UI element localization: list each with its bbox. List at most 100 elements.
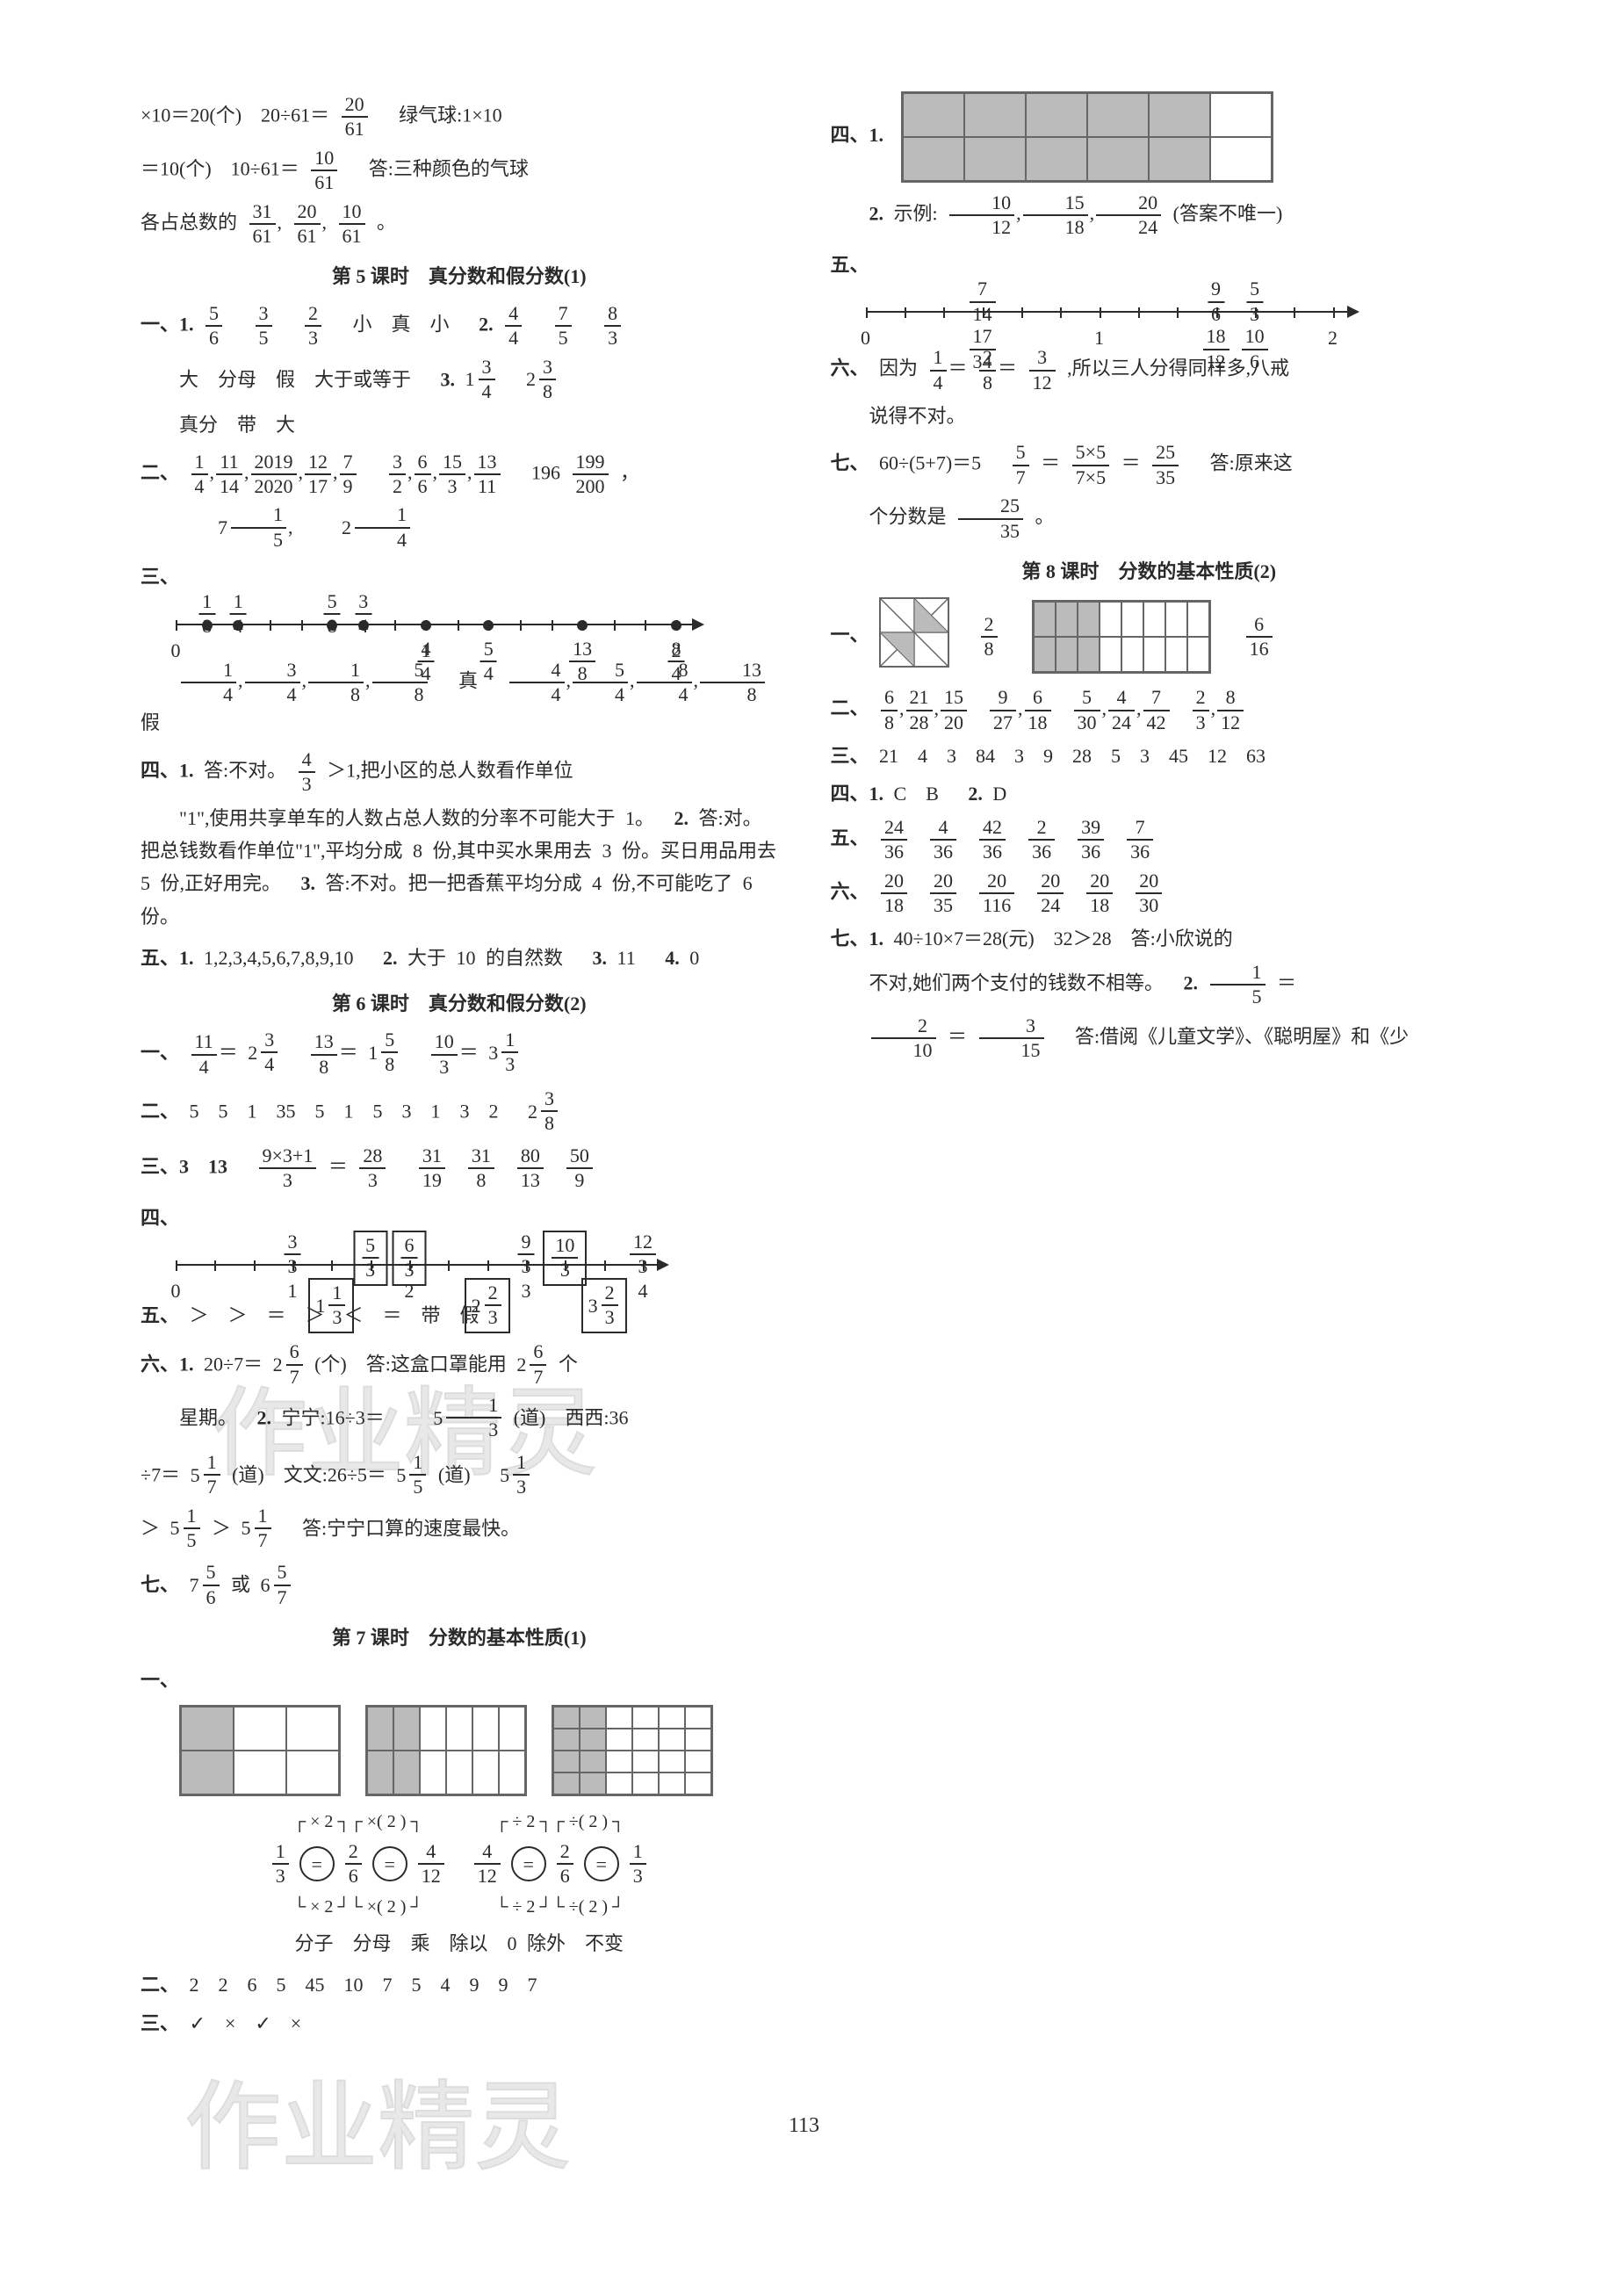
fraction: 1114 (216, 451, 242, 499)
q-label: 三、 (831, 745, 869, 767)
fraction: 436 (930, 816, 956, 864)
text: 各占总数的 (141, 211, 237, 233)
mixed-number: 657 (261, 1561, 292, 1609)
mixed-number: 513 (500, 1451, 531, 1499)
page-columns: ×10＝20(个) 20÷61＝ 2061 绿气球:1×10 ＝10(个) 10… (141, 88, 1467, 2090)
mixed-number: 238 (528, 1087, 559, 1136)
fraction: 714 (970, 278, 996, 326)
text: (道) 西西:36 (514, 1407, 629, 1429)
fraction: 103 (431, 1030, 458, 1079)
mixed-number: 313 (488, 1029, 520, 1077)
q-label: 四、1. (141, 759, 194, 781)
s8-q3: 三、 21 4 3 84 3 9 28 5 3 45 12 63 (831, 740, 1468, 772)
q-label: 3. (593, 947, 608, 969)
text: 0 (689, 947, 699, 969)
fraction: 53 (362, 1234, 379, 1282)
mixed-number: 267 (516, 1340, 548, 1389)
text: 答:宁宁口算的速度最快。 (283, 1517, 520, 1539)
fraction: 312 (1029, 346, 1056, 394)
mixed-number: 234 (248, 1029, 279, 1077)
text: ÷7＝ (141, 1464, 180, 1486)
s5-q5: 五、1. 1,2,3,4,5,6,7,8,9,10 2. 大于 10 的自然数 … (141, 942, 778, 974)
text: 个分数是 (869, 506, 947, 528)
q-label: 二、 (141, 1974, 179, 1996)
text: 1,2,3,4,5,6,7,8,9,10 (204, 947, 373, 969)
q-label: 五、1. (141, 947, 194, 969)
text: 说得不对。 (831, 400, 1468, 432)
text: ＝10(个) 10÷61＝ (141, 157, 299, 179)
q-label: 2. (968, 783, 983, 805)
fraction: 2030 (1136, 870, 1162, 918)
fraction: 1217 (305, 451, 331, 499)
q-label: 四、1. (831, 783, 884, 805)
s6-q6: 六、1. 20÷7＝ 267 (个) 答:这盒口罩能用 267 个 星期。 2.… (141, 1340, 778, 1442)
q-label: 六、1. (141, 1354, 194, 1375)
fraction: 618 (1025, 686, 1051, 734)
mixed-number: 238 (526, 356, 558, 404)
text: ＝ (1121, 452, 1141, 474)
r-q7-top: 七、 756 或 657 (141, 1561, 778, 1609)
fraction: 44 (418, 638, 435, 686)
q-label: 一、 (141, 1669, 179, 1691)
text: (个) 答:这盒口罩能用 (314, 1354, 507, 1375)
fraction: 96 (1208, 278, 1224, 326)
fraction: 9×3+13 (259, 1144, 317, 1193)
fraction: 1012 (949, 191, 1014, 240)
q-label: 一、 (831, 624, 869, 646)
mixed-number: 267 (273, 1340, 305, 1389)
fraction: 4236 (979, 816, 1006, 864)
q-label: 七、1. (831, 928, 884, 949)
mixed-number: 214 (303, 503, 412, 552)
text: (答案不唯一) (1173, 202, 1283, 224)
fraction: 318 (468, 1144, 494, 1193)
fraction: 2024 (1037, 870, 1064, 918)
mixed-number: 113 (315, 1282, 347, 1330)
number-line: 012714965317341812106 (866, 311, 1358, 316)
fraction: 34 (245, 659, 300, 707)
text: 。 (1035, 506, 1055, 528)
fraction: 2061 (294, 200, 321, 249)
fraction: 2018 (1086, 870, 1113, 918)
q-label: 六、 (831, 357, 869, 379)
mixed-number: 515 (396, 1451, 428, 1499)
fraction: 33 (285, 1231, 301, 1279)
q-label: 七、 (831, 452, 869, 474)
text: 40÷10×7＝28(元) 32＞28 答:小欣说的 (894, 928, 1233, 949)
fraction: 53 (1246, 278, 1263, 326)
text: ×10＝20(个) 20÷61＝ (141, 104, 329, 126)
s7-q1: 一、 ┌ × 2 ┐┌ ×( 2 ) ┐ 13=26=412 └ × 2 ┘└ … (141, 1664, 778, 1960)
q-label: 五、 (831, 827, 869, 848)
fraction: 26 (345, 1840, 362, 1888)
fraction: 68 (881, 686, 898, 734)
fraction: 83 (604, 302, 621, 350)
text: 60÷(5+7)＝5 (879, 452, 1000, 474)
q-label: 4. (665, 947, 680, 969)
text: ＝ (948, 1025, 967, 1047)
section-6-title: 第 6 课时 真分数和假分数(2) (141, 987, 778, 1020)
fraction: 35 (256, 302, 272, 350)
mixed-number: 323 (588, 1282, 620, 1330)
fraction: 2128 (906, 686, 933, 734)
fraction: 32 (389, 451, 406, 499)
s5-q2: 二、 14,1114,20192020,1217,79 32,66,153,13… (141, 451, 778, 552)
q-label: 2. (1184, 971, 1199, 993)
fraction: 34 (355, 590, 371, 639)
s8-q5: 五、 2436 436 4236 236 3936 736 (831, 816, 1468, 864)
fraction: 23 (1193, 686, 1209, 734)
fraction: 2061 (342, 93, 368, 141)
s8-q2: 二、 68,2128,1520 927,618 530,424,742 23,8… (831, 686, 1468, 734)
q-label: 一、1. (141, 313, 194, 335)
fraction: 283 (359, 1144, 386, 1193)
fraction: 18 (308, 659, 364, 707)
q-label: 五、 (831, 254, 869, 276)
fraction: 13 (272, 1840, 289, 1888)
right-continuation: ÷7＝ 517 (道) 文文:26÷5＝ 515 (道) 513 ＞ 515 ＞… (141, 1451, 778, 1553)
fraction: 742 (1143, 686, 1170, 734)
fraction: 2535 (958, 495, 1023, 543)
fraction: 20116 (979, 870, 1014, 918)
fraction: 66 (415, 451, 431, 499)
text: 宁宁:16÷3＝ (282, 1407, 385, 1429)
text: 大于 10 的自然数 (407, 947, 582, 969)
fraction: 18 (198, 590, 215, 639)
fraction: 58 (324, 590, 341, 639)
